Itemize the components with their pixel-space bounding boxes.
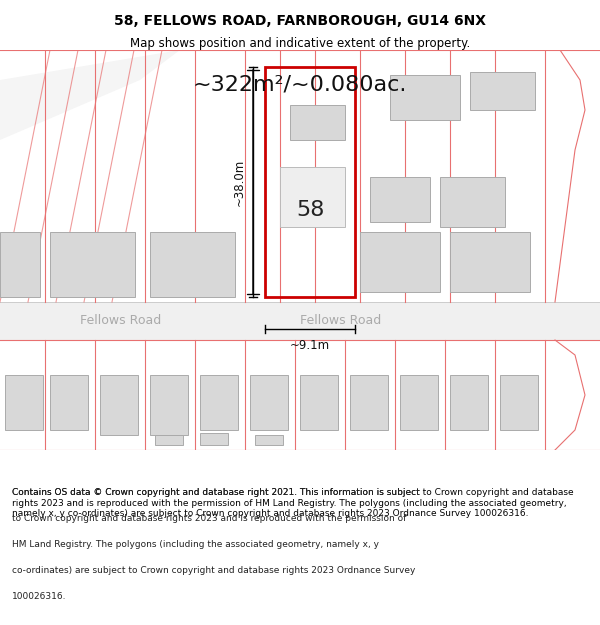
Bar bbox=[0, 232, 40, 297]
Text: ~9.1m: ~9.1m bbox=[290, 339, 330, 352]
Bar bbox=[440, 177, 505, 227]
Bar bbox=[250, 375, 288, 430]
Bar bbox=[450, 232, 530, 292]
Text: Fellows Road: Fellows Road bbox=[300, 314, 381, 328]
Bar bbox=[150, 232, 235, 297]
Text: 58, FELLOWS ROAD, FARNBOROUGH, GU14 6NX: 58, FELLOWS ROAD, FARNBOROUGH, GU14 6NX bbox=[114, 14, 486, 28]
Bar bbox=[100, 375, 138, 435]
Bar bbox=[500, 375, 538, 430]
Bar bbox=[255, 435, 283, 445]
Text: 58: 58 bbox=[296, 199, 324, 219]
Bar bbox=[280, 167, 345, 227]
Bar bbox=[450, 375, 488, 430]
Text: Fellows Road: Fellows Road bbox=[80, 314, 161, 328]
Text: 100026316.: 100026316. bbox=[12, 592, 67, 601]
Bar bbox=[155, 435, 183, 445]
Text: Map shows position and indicative extent of the property.: Map shows position and indicative extent… bbox=[130, 38, 470, 51]
Text: ~322m²/~0.080ac.: ~322m²/~0.080ac. bbox=[193, 75, 407, 95]
Text: Contains OS data © Crown copyright and database right 2021. This information is : Contains OS data © Crown copyright and d… bbox=[12, 489, 420, 498]
Bar bbox=[5, 375, 43, 430]
Text: to Crown copyright and database rights 2023 and is reproduced with the permissio: to Crown copyright and database rights 2… bbox=[12, 514, 406, 523]
Bar bbox=[150, 375, 188, 435]
Bar bbox=[200, 433, 228, 445]
Bar bbox=[400, 375, 438, 430]
Bar bbox=[200, 375, 238, 430]
Bar bbox=[350, 375, 388, 430]
Bar bbox=[50, 375, 88, 430]
Bar bbox=[390, 75, 460, 120]
Text: co-ordinates) are subject to Crown copyright and database rights 2023 Ordnance S: co-ordinates) are subject to Crown copyr… bbox=[12, 566, 415, 575]
Bar bbox=[265, 67, 355, 297]
Text: Contains OS data © Crown copyright and database right 2021. This information is : Contains OS data © Crown copyright and d… bbox=[12, 489, 574, 518]
Bar bbox=[290, 105, 345, 140]
Text: ~38.0m: ~38.0m bbox=[233, 158, 246, 206]
Bar bbox=[300, 375, 338, 430]
Bar bbox=[360, 232, 440, 292]
Polygon shape bbox=[0, 50, 180, 140]
Bar bbox=[50, 232, 135, 297]
Bar bbox=[470, 72, 535, 110]
Bar bbox=[0, 302, 600, 340]
Text: HM Land Registry. The polygons (including the associated geometry, namely x, y: HM Land Registry. The polygons (includin… bbox=[12, 540, 379, 549]
Bar bbox=[370, 177, 430, 222]
